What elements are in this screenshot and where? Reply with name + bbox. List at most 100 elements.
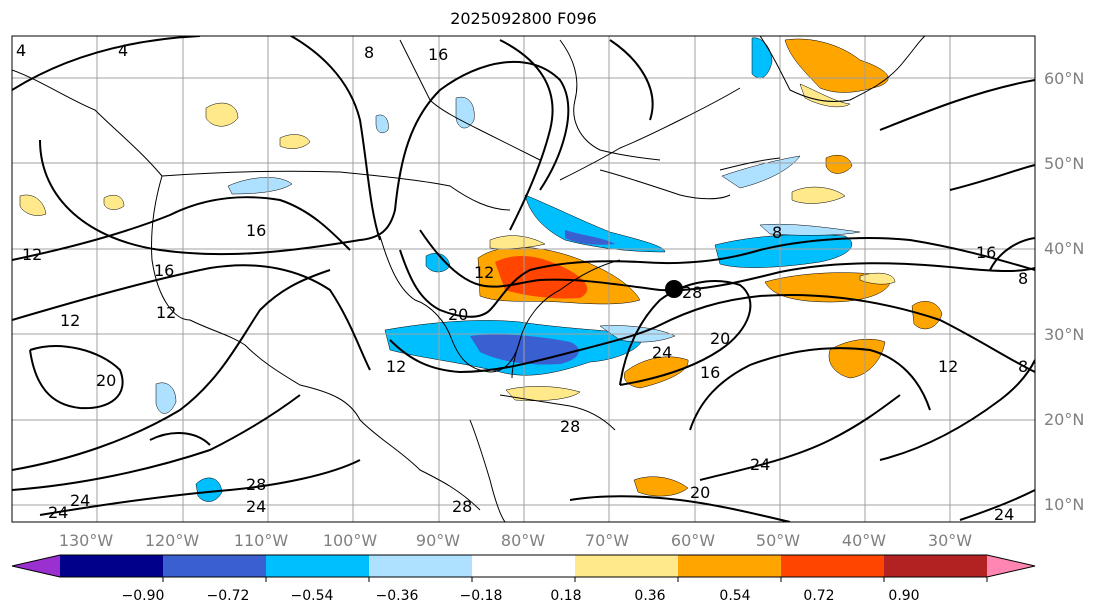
positive-anomaly-pacific-west	[103, 195, 125, 210]
contour-label: 12	[386, 357, 406, 376]
contour-label: 8	[772, 223, 782, 242]
colorbar-tick-label: 0.72	[803, 588, 834, 604]
contour-label: 24	[652, 343, 672, 362]
colorbar-tick-label: −0.54	[291, 588, 334, 604]
colorbar-tick-label: −0.72	[207, 588, 250, 604]
colorbar-segment	[781, 555, 885, 577]
height-contours	[12, 36, 1035, 522]
contour-label: 24	[48, 503, 68, 522]
longitude-axis: 130°W 120°W 110°W 100°W 90°W 80°W 70°W 6…	[59, 531, 972, 550]
contour-label: 16	[246, 221, 266, 240]
contour-label: 4	[118, 41, 128, 60]
lat-label: 30°N	[1044, 325, 1084, 344]
positive-anomaly-north-atlantic-small	[825, 155, 853, 174]
negative-anomaly-northeast-core	[565, 230, 615, 245]
negative-anomaly-labrador	[751, 37, 773, 79]
colorbar-segment	[884, 555, 988, 577]
colorbar-extend-low	[12, 555, 60, 577]
negative-anomaly-pacific-south	[195, 477, 223, 502]
colorbar: −0.90 −0.72 −0.54 −0.36 −0.18 0.18 0.36 …	[11, 554, 1036, 604]
colorbar-tick-label: −0.18	[460, 588, 503, 604]
colorbar-tick-label: −0.36	[376, 588, 419, 604]
contour-label: 12	[22, 245, 42, 264]
contour-label: 24	[246, 497, 266, 516]
contour-label: 24	[750, 455, 770, 474]
negative-anomaly-pacific-south-outer	[155, 382, 177, 414]
contour-label: 16	[428, 45, 448, 64]
contour-label: 12	[474, 263, 494, 282]
contour-label: 12	[156, 303, 176, 322]
lon-label: 70°W	[585, 531, 629, 550]
contour-label: 12	[60, 311, 80, 330]
lat-label: 20°N	[1044, 410, 1084, 429]
colorbar-outline	[11, 554, 1036, 578]
positive-anomaly-north-atlantic-yellow	[791, 186, 846, 204]
contour-label: 28	[560, 417, 580, 436]
colorbar-segment	[266, 555, 370, 577]
contour-label: 20	[448, 305, 468, 324]
contour-label: 8	[364, 43, 374, 62]
lat-label: 10°N	[1044, 495, 1084, 514]
map-title: 2025092800 F096	[450, 9, 597, 28]
lon-label: 120°W	[145, 531, 200, 550]
lat-label: 60°N	[1044, 69, 1084, 88]
colorbar-tick-label: 0.18	[550, 588, 581, 604]
colorbar-segment	[678, 555, 782, 577]
colorbar-tick-label: 0.36	[634, 588, 665, 604]
latitude-axis: 60°N 50°N 40°N 30°N 20°N 10°N	[1044, 69, 1084, 514]
contour-labels: 4 4 8 16 16 12 16 12 12 12 20 20 16 20 2…	[16, 41, 1028, 524]
lon-label: 80°W	[501, 531, 545, 550]
lon-label: 100°W	[323, 531, 378, 550]
lon-label: 50°W	[756, 531, 800, 550]
positive-anomaly-east-coast-core	[495, 255, 588, 299]
graticule	[12, 36, 1035, 522]
colorbar-tick-label: 0.90	[888, 588, 919, 604]
colorbar-segment	[575, 555, 679, 577]
positive-anomaly-greenland	[784, 38, 889, 93]
positive-anomaly-pacific-north2	[279, 134, 311, 149]
negative-anomaly-atlantic-outer	[759, 223, 861, 236]
colorbar-tick-label: −0.90	[122, 588, 165, 604]
contour-label: 28	[452, 497, 472, 516]
lon-label: 40°W	[842, 531, 886, 550]
contour-label: 12	[938, 357, 958, 376]
storm-center-marker[interactable]	[665, 280, 683, 298]
contour-label: 28	[682, 283, 702, 302]
contour-label: 28	[246, 475, 266, 494]
colorbar-segment	[369, 555, 473, 577]
lat-label: 40°N	[1044, 239, 1084, 258]
contour-label: 16	[976, 243, 996, 262]
lon-label: 110°W	[234, 531, 289, 550]
contour-label: 16	[154, 261, 174, 280]
lon-label: 90°W	[416, 531, 460, 550]
colorbar-segment	[60, 555, 164, 577]
contour-label: 24	[70, 491, 90, 510]
contour-label: 20	[96, 371, 116, 390]
negative-anomaly-atlantic	[714, 234, 852, 268]
lon-label: 130°W	[59, 531, 114, 550]
colorbar-segment	[472, 555, 576, 577]
positive-anomaly-atlantic-outer	[859, 272, 896, 285]
positive-anomaly-pacific-north	[205, 102, 239, 127]
contour-label: 20	[690, 483, 710, 502]
map-frame	[11, 35, 1036, 523]
lon-label: 60°W	[671, 531, 715, 550]
contour-label: 8	[1018, 269, 1028, 288]
contour-label: 20	[710, 329, 730, 348]
colorbar-tick-label: 0.54	[719, 588, 750, 604]
negative-anomaly-northeast	[524, 194, 666, 253]
coastlines	[12, 36, 926, 522]
negative-anomaly-hudson-small	[375, 114, 389, 134]
positive-anomaly-tropical-east	[633, 476, 689, 497]
contour-label: 4	[16, 41, 26, 60]
lon-label: 30°W	[928, 531, 972, 550]
negative-anomaly-rockies	[227, 177, 293, 195]
colorbar-segment	[163, 555, 267, 577]
positive-anomaly-pacific-far-west	[19, 194, 47, 216]
contour-label: 8	[1018, 357, 1028, 376]
contour-label: 24	[994, 505, 1014, 524]
colorbar-extend-high	[987, 555, 1035, 577]
lat-label: 50°N	[1044, 154, 1084, 173]
contour-label: 16	[700, 363, 720, 382]
